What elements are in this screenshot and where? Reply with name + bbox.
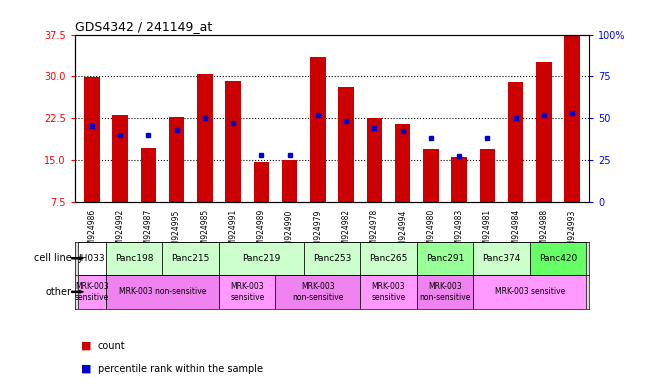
Text: Panc420: Panc420	[539, 254, 577, 263]
Bar	[77, 275, 106, 309]
Text: other: other	[46, 287, 72, 297]
Bar	[219, 242, 304, 275]
Bar	[106, 242, 163, 275]
Bar	[473, 275, 587, 309]
Bar	[84, 78, 100, 202]
Bar	[169, 117, 184, 202]
Bar	[473, 242, 530, 275]
Bar	[423, 149, 439, 202]
Text: count: count	[98, 341, 125, 351]
Text: Panc215: Panc215	[171, 254, 210, 263]
Bar	[508, 82, 523, 202]
Text: MRK-003
sensitive: MRK-003 sensitive	[230, 282, 264, 301]
Text: Panc198: Panc198	[115, 254, 154, 263]
Text: MRK-003
sensitive: MRK-003 sensitive	[75, 282, 109, 301]
Bar	[304, 242, 360, 275]
Text: GDS4342 / 241149_at: GDS4342 / 241149_at	[75, 20, 212, 33]
Text: ■: ■	[81, 364, 92, 374]
Text: MRK-003 non-sensitive: MRK-003 non-sensitive	[118, 287, 206, 296]
Bar	[451, 157, 467, 202]
Text: percentile rank within the sample: percentile rank within the sample	[98, 364, 262, 374]
Bar	[564, 36, 580, 202]
Bar	[254, 162, 269, 202]
Text: MRK-003
non-sensitive: MRK-003 non-sensitive	[292, 282, 344, 301]
Bar	[367, 118, 382, 202]
Text: Panc374: Panc374	[482, 254, 521, 263]
Text: MRK-003 sensitive: MRK-003 sensitive	[495, 287, 565, 296]
Bar	[197, 74, 213, 202]
Bar	[275, 275, 360, 309]
Bar	[417, 275, 473, 309]
Text: Panc219: Panc219	[242, 254, 281, 263]
Bar	[225, 81, 241, 202]
Bar	[163, 242, 219, 275]
Bar	[360, 275, 417, 309]
Bar	[106, 275, 219, 309]
Bar	[282, 161, 298, 202]
Text: MRK-003
sensitive: MRK-003 sensitive	[372, 282, 406, 301]
Bar	[417, 242, 473, 275]
Bar	[395, 124, 410, 202]
Bar	[77, 242, 106, 275]
Bar	[339, 88, 354, 202]
Bar	[360, 242, 417, 275]
Bar	[113, 115, 128, 202]
Bar	[219, 275, 275, 309]
Bar	[536, 63, 551, 202]
Text: Panc291: Panc291	[426, 254, 464, 263]
Text: cell line: cell line	[34, 253, 72, 263]
Bar	[480, 149, 495, 202]
Bar	[141, 147, 156, 202]
Text: JH033: JH033	[79, 254, 105, 263]
Text: ■: ■	[81, 341, 92, 351]
Text: MRK-003
non-sensitive: MRK-003 non-sensitive	[419, 282, 471, 301]
Bar	[530, 242, 587, 275]
Bar	[310, 57, 326, 202]
Text: Panc253: Panc253	[313, 254, 351, 263]
Text: Panc265: Panc265	[369, 254, 408, 263]
